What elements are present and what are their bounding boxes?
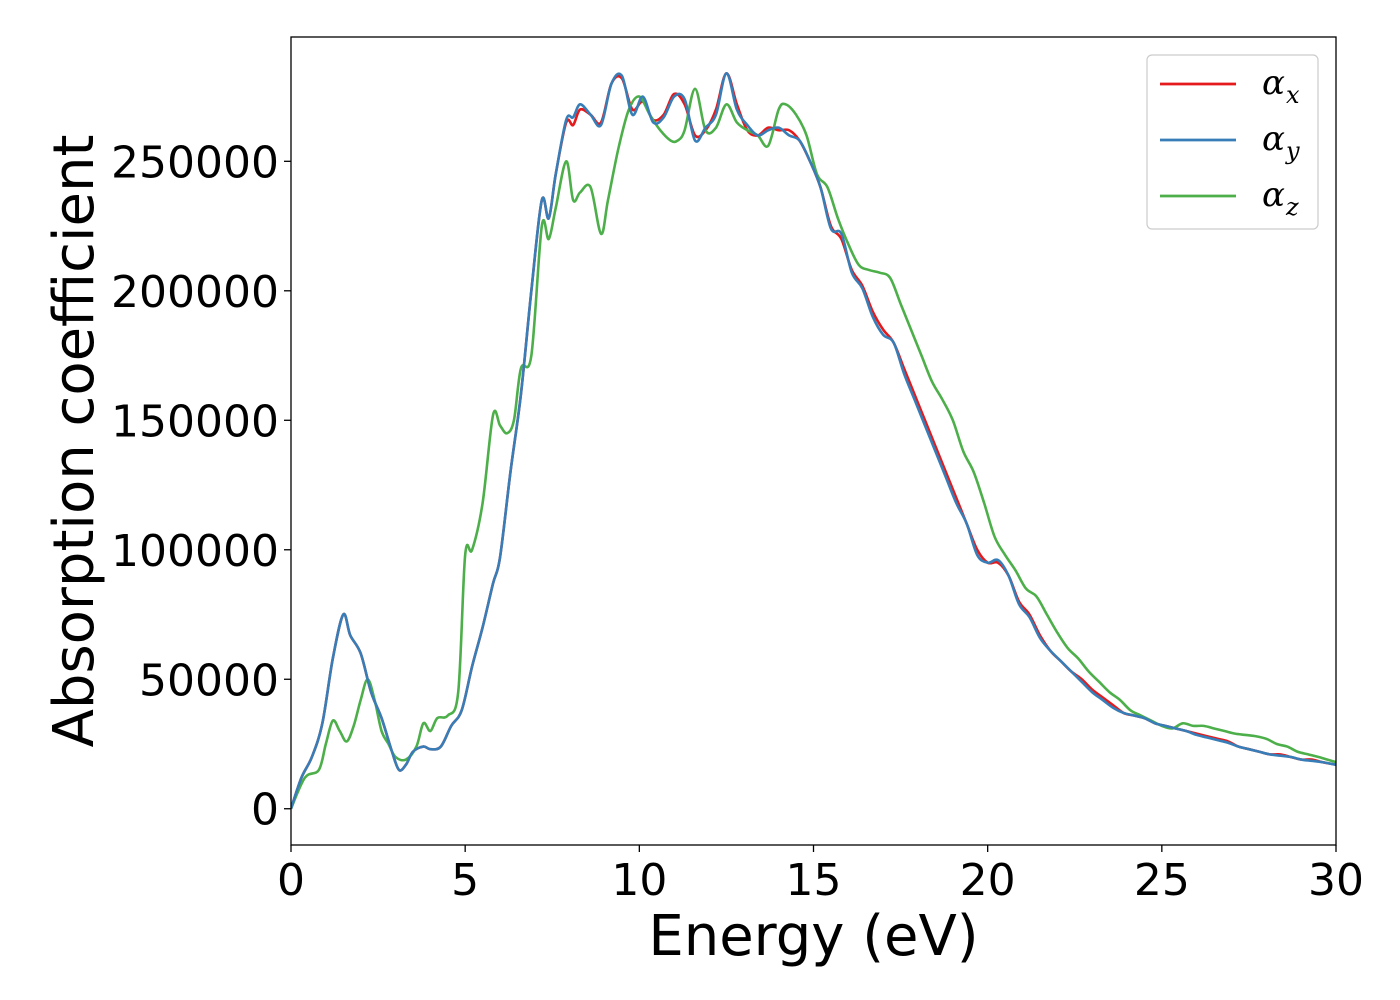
legend-subscript: x (1286, 81, 1300, 109)
y-tick-label: 200000 (111, 267, 279, 318)
legend-subscript: y (1285, 137, 1300, 165)
legend-symbol: α (1262, 175, 1285, 215)
y-tick-label: 100000 (111, 526, 279, 577)
x-tick-label: 5 (451, 855, 479, 906)
y-tick-label: 150000 (111, 396, 279, 447)
x-tick-label: 20 (960, 855, 1016, 906)
series-line-y (291, 71, 1336, 810)
x-tick-label: 30 (1308, 855, 1364, 906)
x-tick-label: 25 (1134, 855, 1190, 906)
x-tick-label: 10 (611, 855, 667, 906)
legend-symbol: α (1262, 63, 1285, 103)
legend-label-y: αy (1262, 119, 1300, 165)
legend-label-z: αz (1262, 175, 1299, 221)
x-tick-label: 0 (277, 855, 305, 906)
series-line-z (291, 87, 1336, 810)
y-tick-label: 50000 (139, 655, 279, 706)
x-axis: 0 5 10 15 20 25 30 (277, 845, 1364, 906)
legend-box (1146, 54, 1319, 230)
legend-symbol: α (1262, 119, 1285, 159)
legend-subscript: z (1285, 193, 1299, 221)
y-tick-label: 0 (251, 785, 279, 836)
y-tick-label: 250000 (111, 137, 279, 188)
x-axis-title: Energy (eV) (648, 904, 978, 969)
series-layer (291, 71, 1336, 810)
x-tick-label: 15 (786, 855, 842, 906)
legend-label-x: αx (1262, 63, 1300, 109)
y-axis: 0 50000 100000 150000 200000 250000 (111, 137, 291, 836)
y-axis-title: Absorption coefficient (42, 135, 107, 748)
